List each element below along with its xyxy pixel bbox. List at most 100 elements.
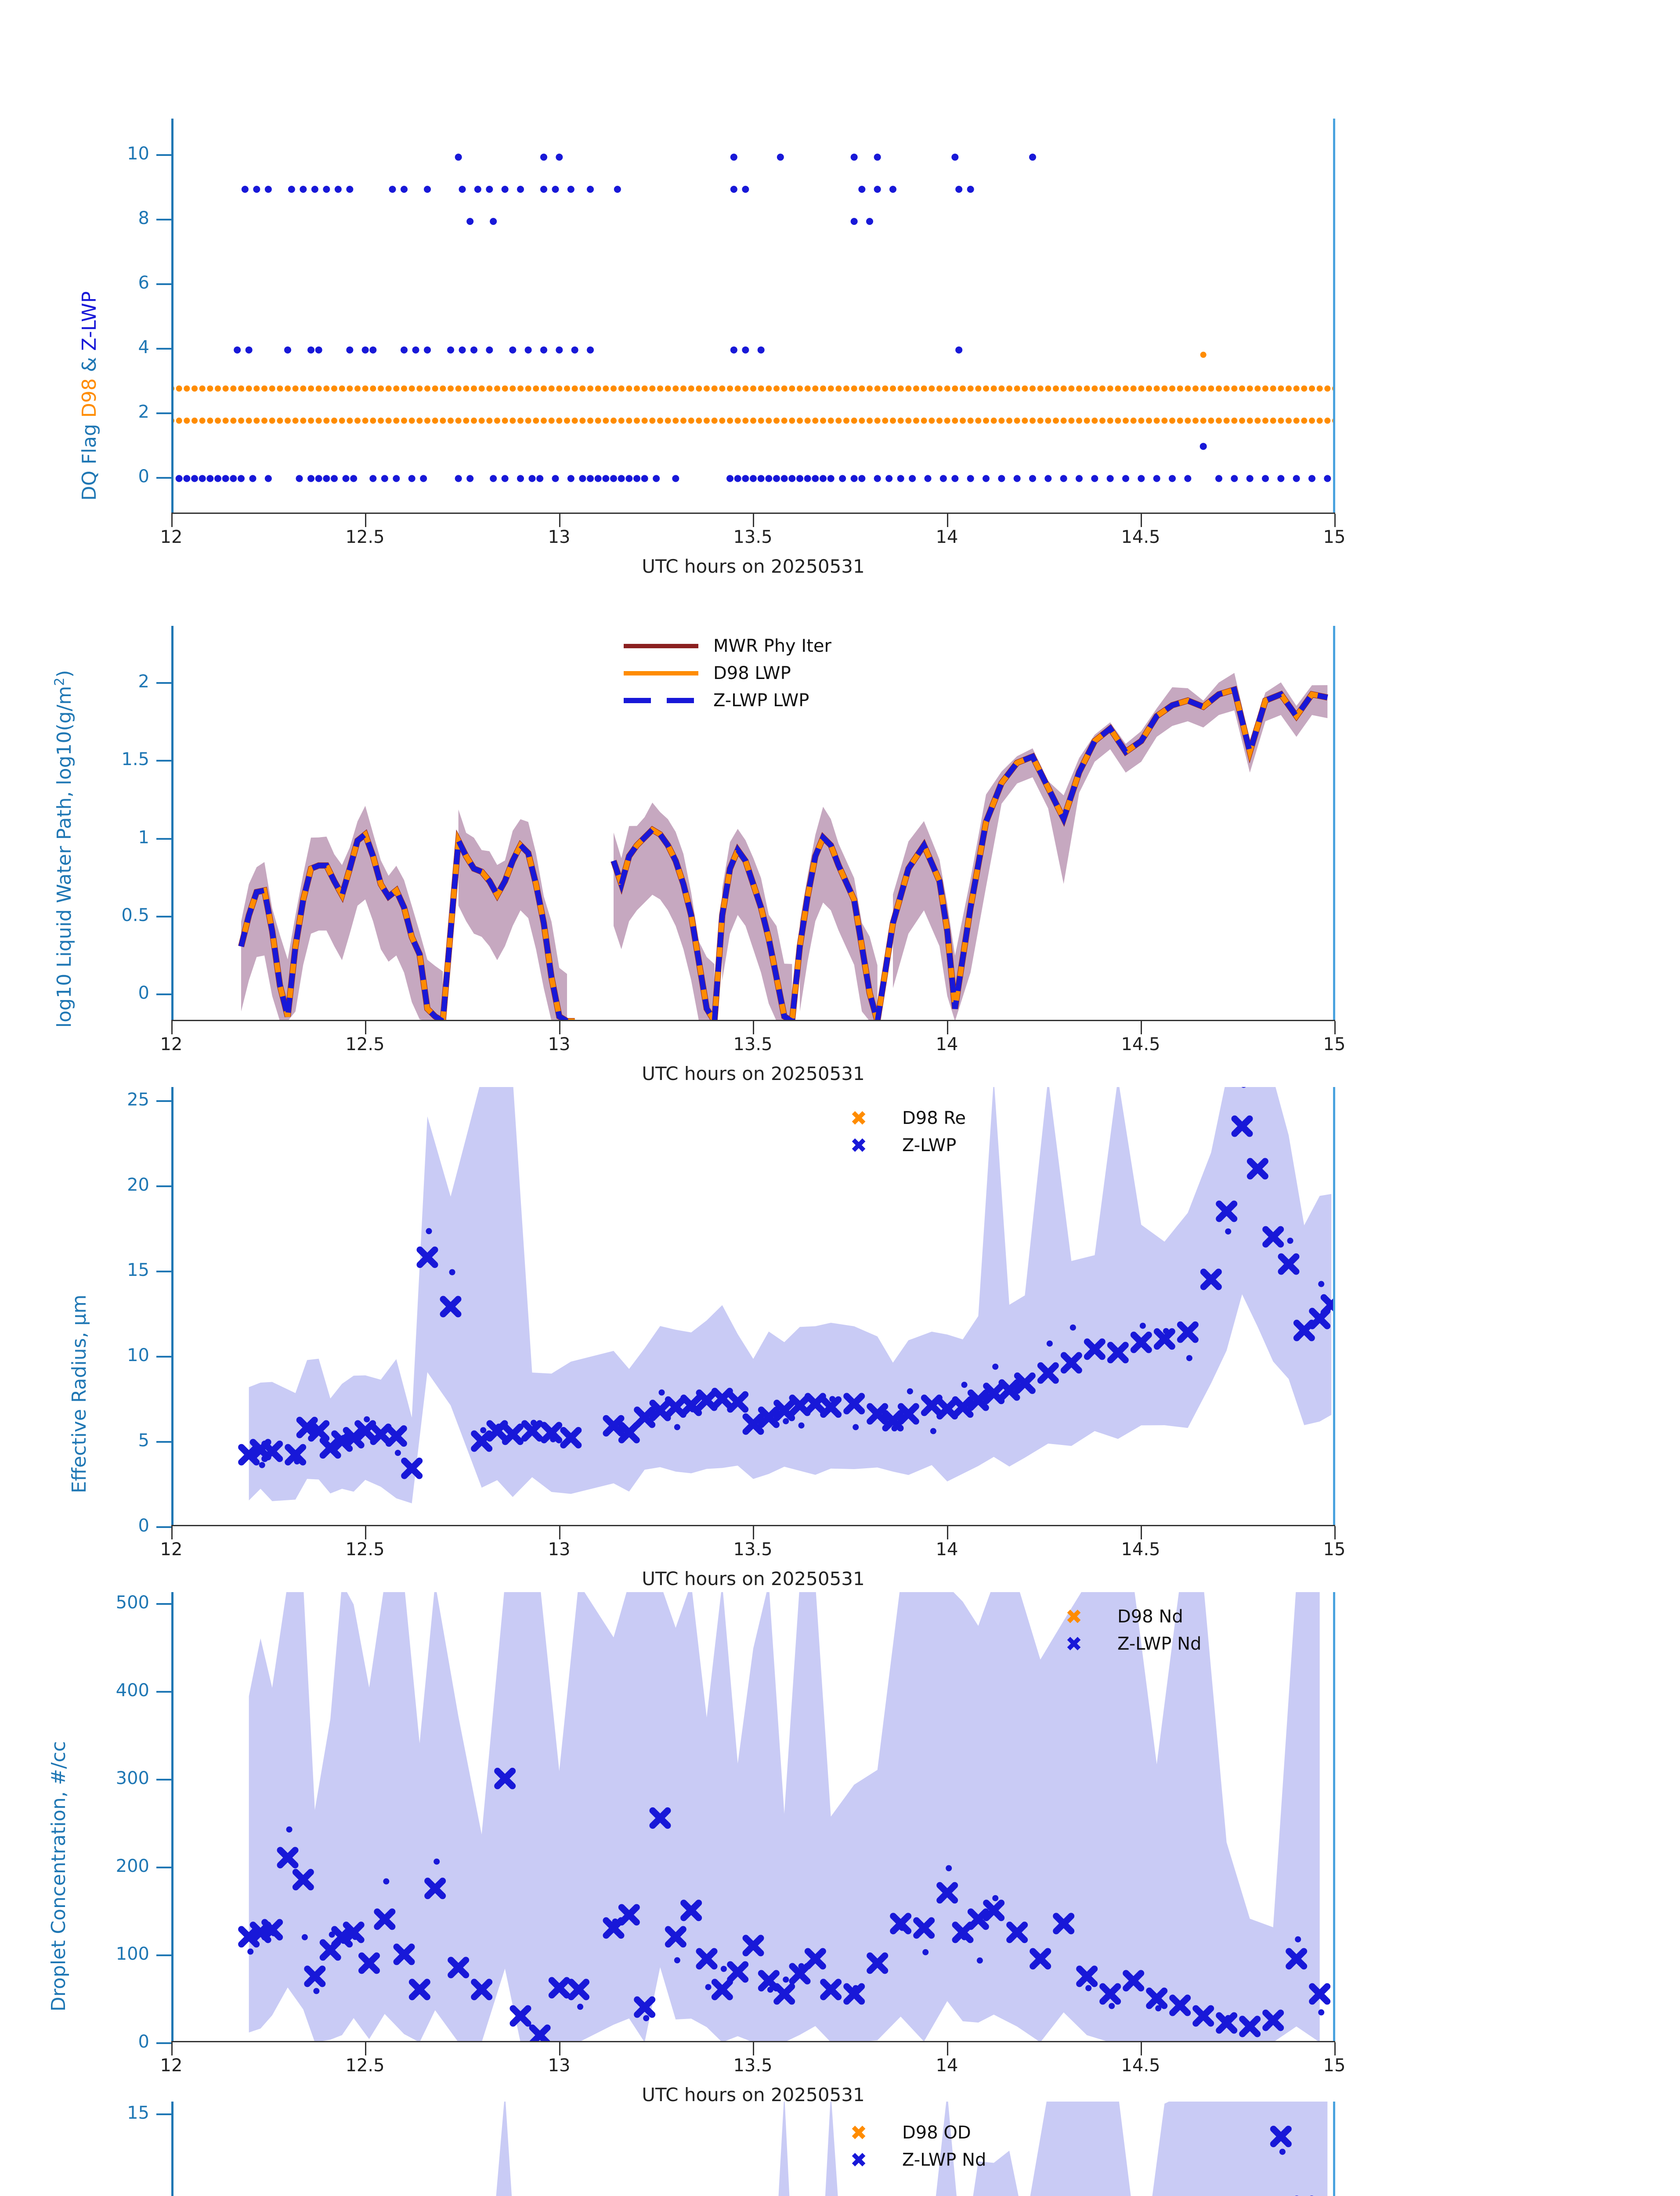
legend-effective-radius: ✖ D98 Re ✖ Z-LWP — [830, 1105, 966, 1159]
legend-row: ✖ D98 OD — [830, 2119, 986, 2146]
ytick-mark — [156, 1954, 171, 1956]
ytick-label: 8 — [138, 208, 149, 228]
ytick-label: 300 — [116, 1768, 149, 1788]
xtick-label: 15 — [1323, 2055, 1346, 2076]
legend-lwp: MWR Phy Iter D98 LWP Z-LWP LWP — [624, 632, 831, 714]
xtick-label: 15 — [1323, 1034, 1346, 1055]
plot-area-lwp — [171, 626, 1335, 1021]
nd-data-layer — [238, 1592, 1331, 2042]
legend-row: ✖ Z-LWP — [830, 1132, 966, 1159]
legend-row: ✖ D98 Nd — [1045, 1603, 1201, 1630]
ytick-label: 15 — [127, 1260, 149, 1280]
panel-droplet-concentration: 0 100 200 300 400 500 Droplet Concentrat… — [0, 1568, 1680, 2106]
ytick-mark — [156, 916, 171, 917]
panel-lwp: 0 0.5 1 1.5 2 log10 Liquid Water Path, l… — [0, 589, 1680, 1084]
ytick-label: 2 — [138, 672, 149, 692]
xtick-label: 12 — [160, 527, 183, 547]
ytick-mark — [156, 993, 171, 995]
ytick-mark — [156, 1603, 171, 1605]
legend-marker-d98-re: ✖ — [850, 1106, 867, 1130]
xtick-mark — [365, 1526, 366, 1539]
xtick-mark — [1334, 1021, 1336, 1034]
plot-area-effective-radius — [171, 1087, 1335, 1526]
xtick-mark — [1334, 514, 1336, 527]
xtick-label: 14 — [936, 1539, 958, 1560]
xtick-label: 12.5 — [345, 527, 385, 547]
xtick-label: 14.5 — [1121, 1539, 1160, 1560]
xtick-mark — [753, 1526, 754, 1539]
ytick-mark — [156, 1356, 171, 1358]
legend-row: D98 LWP — [624, 660, 831, 687]
xtick-mark — [559, 514, 560, 527]
xtick-mark — [365, 514, 366, 527]
legend-label: Z-LWP — [902, 1135, 957, 1156]
ytick-mark — [156, 838, 171, 840]
ytick-label: 6 — [138, 273, 149, 293]
legend-row: ✖ Z-LWP Nd — [1045, 1630, 1202, 1658]
ytick-mark — [156, 2042, 171, 2044]
ylabel-lwp-text: log10 Liquid Water Path, log10(g/m2) — [52, 670, 76, 1028]
ytick-mark — [156, 1100, 171, 1102]
plot-area-dq-flag — [171, 119, 1335, 514]
xtick-mark — [753, 1021, 754, 1034]
ytick-mark — [156, 348, 171, 350]
xtick-mark — [171, 2042, 173, 2055]
plot-area-droplet-concentration — [171, 1592, 1335, 2042]
xtick-mark — [559, 1526, 560, 1539]
xtick-mark — [365, 2042, 366, 2055]
xtick-label: 12.5 — [345, 2055, 385, 2076]
plot-area-optical-depth — [171, 2102, 1335, 2196]
ytick-label: 2 — [138, 402, 149, 422]
ytick-label: 10 — [127, 144, 149, 164]
legend-marker-d98-nd: ✖ — [1065, 1605, 1083, 1629]
axis-spine-left — [171, 119, 173, 514]
ytick-label: 10 — [127, 1345, 149, 1365]
axis-spine-left — [171, 1592, 173, 2042]
ytick-mark — [156, 760, 171, 762]
xtick-label: 14.5 — [1121, 2055, 1160, 2076]
xtick-mark — [559, 1021, 560, 1034]
ylabel-part-amp: & — [78, 350, 101, 379]
xtick-mark — [947, 514, 948, 527]
xtick-label: 14 — [936, 527, 958, 547]
ytick-label: 100 — [116, 1944, 149, 1964]
xtick-mark — [1141, 1526, 1142, 1539]
xtick-mark — [1141, 1021, 1142, 1034]
legend-label: D98 LWP — [713, 663, 791, 683]
xtick-label: 15 — [1323, 1539, 1346, 1560]
ytick-mark — [156, 283, 171, 285]
xtick-mark — [1141, 514, 1142, 527]
ytick-label: 0 — [138, 983, 149, 1003]
axis-spine-bottom — [171, 513, 1335, 514]
ytick-mark — [156, 1185, 171, 1187]
legend-label: D98 Re — [902, 1108, 966, 1128]
xtick-label: 13.5 — [733, 2055, 773, 2076]
xtick-mark — [947, 1526, 948, 1539]
ytick-label: 200 — [116, 1856, 149, 1876]
ytick-label: 15 — [127, 2103, 149, 2123]
ytick-label: 1 — [138, 827, 149, 848]
axis-spine-bottom — [171, 1525, 1335, 1526]
xtick-label: 14 — [936, 1034, 958, 1055]
ytick-label: 25 — [127, 1090, 149, 1110]
legend-label: Z-LWP Nd — [1117, 1634, 1202, 1654]
dq-flag-data-layer — [171, 153, 1335, 482]
legend-marker-zlwp-re: ✖ — [850, 1134, 867, 1157]
legend-marker-zlwp-nd: ✖ — [1065, 1632, 1083, 1656]
xlabel-droplet-concentration: UTC hours on 20250531 — [642, 2084, 865, 2106]
axis-spine-bottom — [171, 2041, 1335, 2042]
od-data-layer — [496, 2102, 1328, 2196]
ytick-label: 20 — [127, 1175, 149, 1195]
xlabel-lwp: UTC hours on 20250531 — [642, 1063, 865, 1084]
legend-swatch-zlwp — [624, 687, 698, 714]
xtick-mark — [753, 2042, 754, 2055]
legend-droplet-concentration: ✖ D98 Nd ✖ Z-LWP Nd — [1045, 1603, 1202, 1658]
xtick-mark — [559, 2042, 560, 2055]
ytick-mark — [156, 1526, 171, 1528]
panel-optical-depth: 0 5 10 15 Optical Depth ✖ D98 OD ✖ Z-LWP… — [0, 2086, 1680, 2196]
ytick-mark — [156, 1691, 171, 1693]
xtick-label: 12.5 — [345, 1539, 385, 1560]
axis-spine-left — [171, 1087, 173, 1526]
legend-label: Z-LWP Nd — [902, 2150, 986, 2170]
